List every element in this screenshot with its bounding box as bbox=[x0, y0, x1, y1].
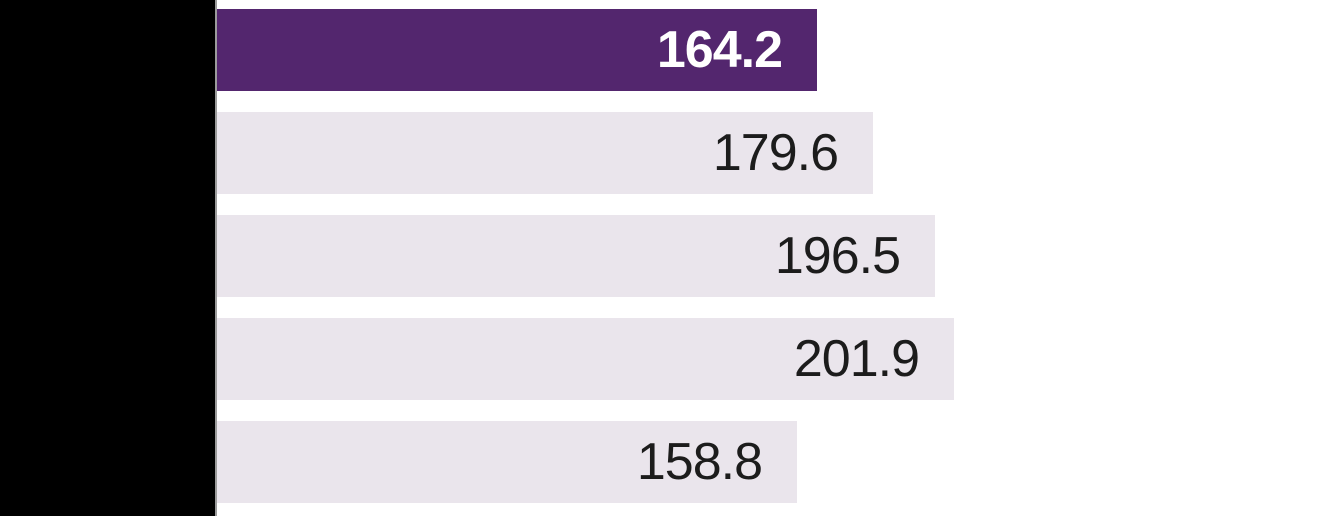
bar-value-label: 164.2 bbox=[656, 21, 783, 79]
bar: 196.5 bbox=[217, 215, 935, 297]
bar-value-label: 201.9 bbox=[793, 330, 920, 388]
bar-value-label: 196.5 bbox=[774, 227, 901, 285]
bar: 158.8 bbox=[217, 421, 797, 503]
bar: 179.6 bbox=[217, 112, 873, 194]
y-axis-line bbox=[215, 0, 217, 516]
bar-value-label: 158.8 bbox=[636, 433, 763, 491]
bar: 201.9 bbox=[217, 318, 954, 400]
bar-highlighted: 164.2 bbox=[217, 9, 817, 91]
redaction-mask bbox=[0, 0, 215, 516]
bar-value-label: 179.6 bbox=[712, 124, 839, 182]
